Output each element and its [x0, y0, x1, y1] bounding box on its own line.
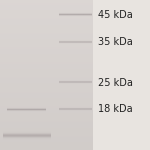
- Text: 35 kDa: 35 kDa: [98, 37, 132, 47]
- Text: 18 kDa: 18 kDa: [98, 105, 132, 114]
- Text: 45 kDa: 45 kDa: [98, 10, 132, 20]
- Text: 25 kDa: 25 kDa: [98, 78, 132, 87]
